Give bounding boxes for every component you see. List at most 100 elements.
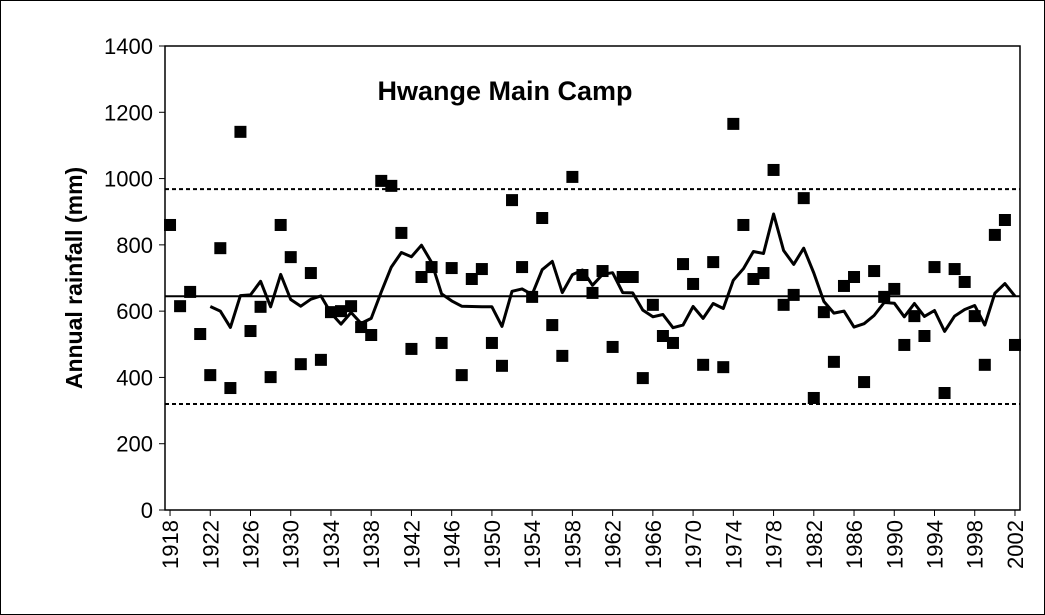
data-point <box>355 321 368 334</box>
moving-average-line <box>209 212 1017 333</box>
data-point <box>948 263 961 276</box>
data-point <box>888 282 901 295</box>
x-tick-label: 1926 <box>239 520 264 569</box>
x-tick-label: 1922 <box>198 520 223 569</box>
data-point <box>516 261 529 274</box>
data-point <box>284 251 297 264</box>
chart-title: Hwange Main Camp <box>377 76 632 106</box>
x-tick-label: 1958 <box>560 520 585 569</box>
data-point <box>224 382 237 395</box>
y-tick-label: 0 <box>141 498 153 523</box>
data-point <box>928 261 941 274</box>
data-point <box>988 228 1001 241</box>
data-point <box>274 218 287 231</box>
data-point <box>485 336 498 349</box>
data-point <box>164 218 177 231</box>
data-point <box>546 319 559 332</box>
plot-area <box>164 45 1021 511</box>
data-point <box>455 369 468 382</box>
x-tick-label: 1990 <box>882 520 907 569</box>
data-point <box>666 336 679 349</box>
data-point <box>626 271 639 284</box>
data-point <box>204 369 217 382</box>
data-point <box>435 336 448 349</box>
data-point <box>817 306 830 319</box>
x-tick-label: 1978 <box>762 520 787 569</box>
x-tick-label: 1962 <box>601 520 626 569</box>
x-tick-label: 1998 <box>963 520 988 569</box>
data-point <box>848 271 861 284</box>
x-tick-label: 1934 <box>319 520 344 569</box>
data-point <box>445 262 458 275</box>
data-point <box>345 300 358 313</box>
data-point <box>767 163 780 176</box>
x-tick-label: 1974 <box>721 520 746 569</box>
data-point <box>727 117 740 130</box>
data-point <box>194 328 207 341</box>
data-point <box>858 376 871 389</box>
data-point <box>737 218 750 231</box>
data-point <box>717 361 730 374</box>
data-point <box>787 288 800 301</box>
y-tick-label: 1000 <box>104 167 153 192</box>
data-point <box>1008 338 1021 351</box>
y-tick-label: 400 <box>116 365 153 390</box>
data-point <box>616 271 629 284</box>
data-point <box>797 192 810 205</box>
x-tick-label: 1994 <box>923 520 948 569</box>
data-point <box>908 310 921 323</box>
x-tick-label: 1982 <box>802 520 827 569</box>
data-point <box>465 272 478 285</box>
data-point <box>405 342 418 355</box>
data-point <box>556 349 569 362</box>
data-point <box>646 298 659 311</box>
data-point <box>697 358 710 371</box>
y-tick-label: 1400 <box>104 34 153 59</box>
data-point <box>586 286 599 299</box>
data-point <box>978 358 991 371</box>
y-tick-label: 800 <box>116 233 153 258</box>
x-tick-label: 1954 <box>520 520 545 569</box>
data-point <box>495 359 508 372</box>
x-tick-label: 1950 <box>480 520 505 569</box>
data-point <box>656 330 669 342</box>
data-point <box>385 179 398 192</box>
data-point <box>415 271 428 284</box>
data-point <box>475 263 488 276</box>
data-point <box>747 272 760 285</box>
data-point <box>184 285 197 298</box>
y-axis-label: Annual rainfall (mm) <box>61 167 87 389</box>
data-point <box>264 371 277 384</box>
data-point <box>898 338 911 351</box>
data-point <box>777 298 790 311</box>
x-tick-label: 1942 <box>399 520 424 569</box>
data-point <box>304 267 317 280</box>
y-tick-label: 200 <box>116 432 153 457</box>
x-tick-label: 1970 <box>681 520 706 569</box>
x-tick-label: 1938 <box>359 520 384 569</box>
data-point <box>687 277 700 290</box>
data-point <box>636 372 649 385</box>
data-point <box>827 355 840 368</box>
data-point <box>998 214 1011 226</box>
data-point <box>566 170 579 183</box>
data-point <box>375 174 388 187</box>
data-point <box>395 226 408 239</box>
data-point <box>294 358 307 371</box>
y-tick-label: 1200 <box>104 100 153 125</box>
data-point <box>938 387 951 400</box>
data-point <box>254 300 267 313</box>
x-tick-label: 1946 <box>440 520 465 569</box>
data-point <box>214 242 227 255</box>
x-tick-label: 1918 <box>158 520 183 569</box>
data-point <box>335 305 348 318</box>
data-point <box>958 275 971 288</box>
data-point <box>536 212 549 225</box>
data-point <box>314 353 327 366</box>
data-point <box>606 340 619 353</box>
data-point <box>365 329 378 342</box>
data-point <box>757 267 770 280</box>
data-point <box>807 391 820 404</box>
data-point <box>878 290 891 303</box>
